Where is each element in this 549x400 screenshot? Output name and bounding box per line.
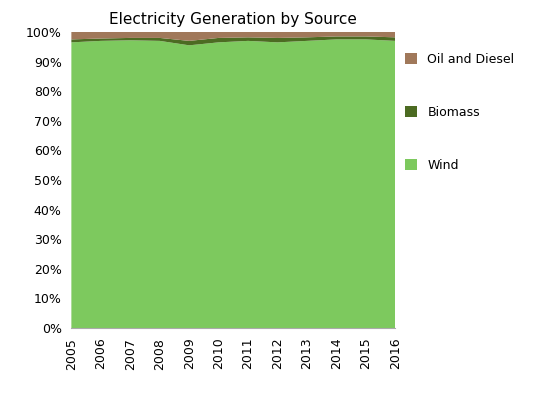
Title: Electricity Generation by Source: Electricity Generation by Source xyxy=(109,12,357,27)
Legend: Oil and Diesel, Biomass, Wind: Oil and Diesel, Biomass, Wind xyxy=(405,53,514,172)
